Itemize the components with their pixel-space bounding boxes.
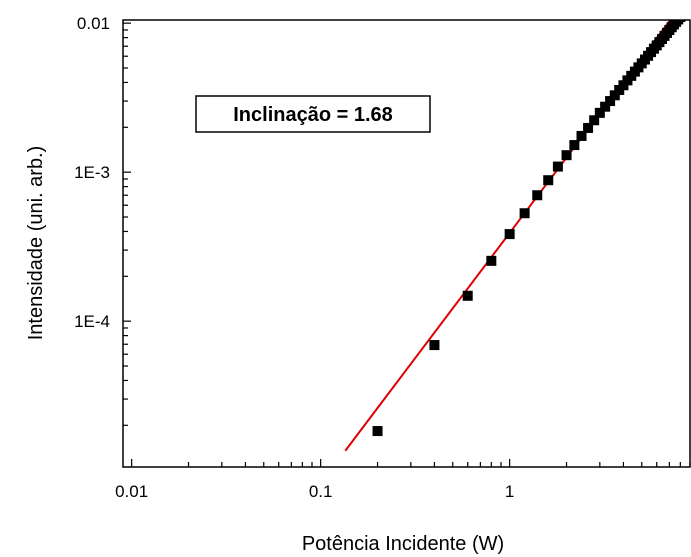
data-point bbox=[532, 190, 543, 201]
data-point bbox=[552, 161, 563, 172]
data-point bbox=[681, 4, 691, 14]
tick-labels: 0.01 0.1 1 1E-4 1E-3 0.01 bbox=[74, 14, 514, 501]
data-point bbox=[569, 140, 580, 151]
plot-area bbox=[344, 4, 691, 452]
y-tick-label: 1E-4 bbox=[74, 312, 110, 331]
data-point bbox=[589, 115, 600, 126]
data-point bbox=[486, 255, 497, 266]
data-point bbox=[677, 9, 687, 19]
data-point bbox=[605, 96, 616, 107]
data-point bbox=[576, 130, 587, 141]
data-point bbox=[429, 340, 440, 351]
data-point bbox=[543, 175, 554, 186]
data-point bbox=[594, 107, 605, 118]
data-point bbox=[519, 208, 530, 219]
y-tick-label: 1E-3 bbox=[74, 163, 110, 182]
data-point bbox=[583, 122, 594, 133]
data-point bbox=[673, 20, 684, 25]
data-point bbox=[675, 20, 686, 22]
annotation-box: Inclinação = 1.68 bbox=[195, 95, 431, 133]
scatter-series bbox=[372, 4, 691, 437]
x-tick-label: 1 bbox=[505, 482, 514, 501]
y-tick-label: 0.01 bbox=[77, 14, 110, 33]
plot-frame bbox=[122, 19, 691, 468]
annotation-frame bbox=[195, 95, 431, 133]
axis-ticks bbox=[123, 22, 691, 467]
data-point bbox=[561, 150, 572, 161]
data-point bbox=[600, 101, 611, 112]
y-axis-title: Intensidade (uni. arb.) bbox=[25, 146, 47, 341]
x-tick-label: 0.01 bbox=[115, 482, 148, 501]
annotation-text: Inclinação = 1.68 bbox=[233, 104, 393, 126]
data-point bbox=[609, 90, 620, 101]
x-tick-label: 0.1 bbox=[309, 482, 333, 501]
x-axis-title: Potência Incidente (W) bbox=[302, 533, 504, 555]
data-point bbox=[504, 229, 515, 240]
data-point bbox=[372, 426, 383, 437]
data-point bbox=[462, 290, 473, 301]
data-point bbox=[679, 7, 689, 17]
